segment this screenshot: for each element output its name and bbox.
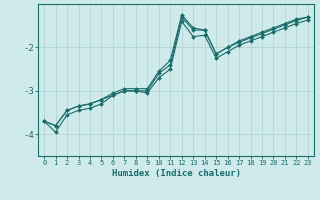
X-axis label: Humidex (Indice chaleur): Humidex (Indice chaleur) — [111, 169, 241, 178]
